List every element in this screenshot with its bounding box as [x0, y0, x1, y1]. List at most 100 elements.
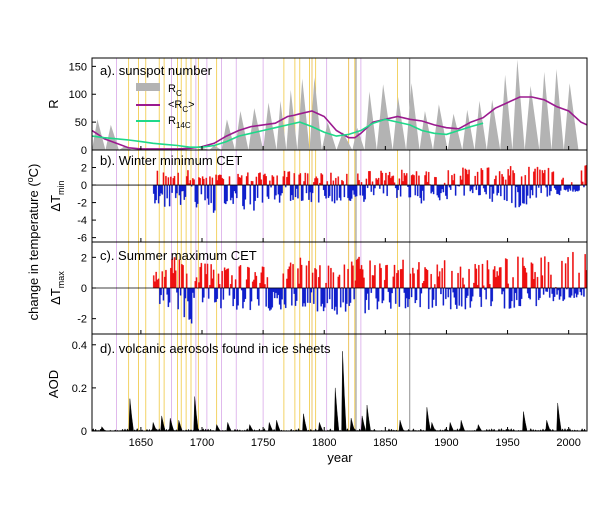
legend-rc-mean-close: > [188, 99, 194, 111]
rc-cycle [118, 146, 133, 150]
rc-cycle [419, 110, 433, 150]
rc-cycle [376, 84, 393, 150]
legend-r14c-sub: 14C [176, 121, 191, 130]
panel-c-summer-max: -2 0 2 c). Summer maximum CET ΔTmax [48, 248, 587, 326]
panel-b-ylabel: ΔTmin [48, 180, 66, 211]
legend-r14c-main: R [168, 115, 176, 127]
y-tick-label: 2 [81, 163, 87, 175]
y-tick-label: -2 [77, 314, 87, 326]
rc-cycle [352, 127, 365, 150]
legend-rc-sub: C [176, 89, 182, 98]
rc-cycle [197, 147, 210, 150]
rc-cycle [321, 122, 337, 150]
rc-cycle [364, 91, 377, 150]
warm-anomaly-bars [152, 252, 587, 289]
panel-c-title: c). Summer maximum CET [100, 248, 257, 263]
rc-cycle [474, 100, 487, 150]
x-axis-label: year [327, 450, 353, 465]
winter-min-anomaly-area [92, 165, 587, 213]
rc-cycle [563, 83, 579, 150]
legend-r14c-label: R14C [168, 115, 191, 130]
grand-minimum-marker-lines [116, 58, 411, 431]
volcanic-aod-area [92, 351, 587, 431]
rc-cycle [539, 71, 552, 150]
rc-cycle [551, 69, 564, 150]
rc-cycle [309, 77, 322, 150]
rc-cycle [263, 102, 277, 150]
warm-anomaly-bars [156, 165, 587, 186]
legend-rc-swatch [136, 83, 160, 91]
summer-max-anomaly-area [92, 252, 587, 324]
panel-c-ylabel-sub: max [56, 271, 66, 289]
y-tick-label: -6 [77, 233, 87, 245]
panel-a-title: a). sunspot number [100, 63, 213, 78]
x-tick-label: 1950 [495, 437, 519, 449]
y-tick-label: 0.4 [72, 340, 87, 352]
rc-cycle [276, 100, 287, 150]
y-tick-label: 0 [81, 180, 87, 192]
legend-rc-mean-sub: C [182, 105, 188, 114]
rc-cycle [524, 85, 540, 150]
y-tick-label: 50 [75, 117, 87, 129]
x-tick-label: 1750 [251, 437, 275, 449]
panel-b-title: b). Winter minimum CET [100, 153, 242, 168]
rc-mean-line [92, 96, 587, 150]
cold-anomaly-bars [152, 184, 585, 213]
rc-cycle [297, 78, 310, 150]
panel-d-title: d). volcanic aerosols found in ice sheet… [100, 341, 331, 356]
x-tick-label: 1850 [373, 437, 397, 449]
rc-cycle [286, 89, 298, 150]
panel-c-y-ticks: -2 0 2 [77, 252, 96, 326]
y-tick-label: 2 [81, 252, 87, 264]
x-tick-label: 1700 [190, 437, 214, 449]
y-tick-label: 0 [81, 283, 87, 295]
panel-d-volcanic: 0 0.2 0.4 d). volcanic aerosols found in i… [46, 340, 587, 438]
panel-d-y-ticks: 0 0.2 0.4 [72, 340, 96, 438]
rc-cycle [209, 145, 222, 150]
y-tick-label: 150 [69, 61, 87, 73]
rc-cycle [235, 110, 249, 150]
legend-rc-main: R [168, 83, 176, 95]
cold-anomaly-bars [159, 287, 585, 324]
panel-d-frame [91, 333, 588, 432]
legend-rc-label: RC [168, 83, 182, 98]
x-tick-label: 2000 [556, 437, 580, 449]
y-tick-label: 0 [81, 426, 87, 438]
panel-a-y-ticks: 0 50 100 150 [69, 61, 96, 157]
panel-a-ylabel: R [46, 99, 61, 108]
panel-a-legend: RC <RC> R14C [136, 83, 195, 130]
rc-cycle [500, 74, 513, 150]
panel-b-winter-min: -6 -4 -2 0 2 b). Winter minimum CET ΔTmin [48, 153, 587, 245]
rc-cycle [486, 99, 501, 150]
shared-y-title-unit: C) [26, 164, 41, 178]
rc-cycle [336, 132, 353, 150]
rc-cycle [248, 108, 264, 150]
shared-y-title-main: change in temperature ( [26, 182, 41, 321]
panel-c-ylabel-main: ΔT [48, 288, 63, 305]
y-tick-label: 0.2 [72, 383, 87, 395]
rc-cycle [462, 109, 475, 150]
shared-y-title: change in temperature (oC) [25, 164, 41, 321]
x-tick-label: 1800 [312, 437, 336, 449]
rc-cycle [512, 59, 525, 150]
panel-c-ylabel: ΔTmax [48, 271, 66, 305]
rc-cycle [392, 97, 407, 150]
rc-sunspot-area [92, 59, 579, 150]
y-tick-label: -4 [77, 215, 87, 227]
panel-b-ylabel-sub: min [56, 180, 66, 195]
rc-cycle [433, 104, 448, 150]
aod-spikes [92, 351, 587, 431]
y-tick-label: 100 [69, 89, 87, 101]
panel-d-ylabel: AOD [46, 370, 61, 398]
x-axis-ticks: 1650 1700 1750 1800 1850 1900 1950 2000 [129, 146, 581, 449]
panel-b-y-ticks: -6 -4 -2 0 2 [77, 163, 96, 245]
rc-cycle [406, 83, 420, 150]
legend-rc-mean-label: <RC> [168, 99, 195, 114]
r14c-line [92, 118, 484, 148]
y-tick-label: 0 [81, 145, 87, 157]
legend-rc-mean-main: <R [168, 99, 182, 111]
y-tick-label: -2 [77, 198, 87, 210]
